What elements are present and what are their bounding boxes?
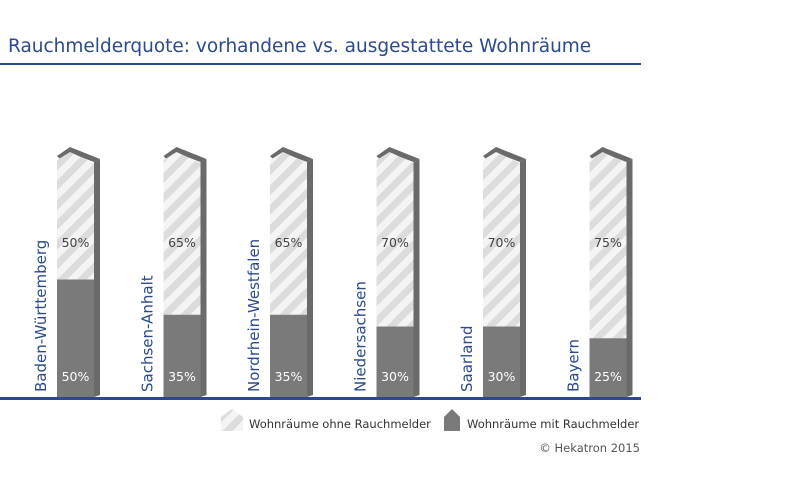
value-label-ohne-2: 65% <box>168 235 196 250</box>
bar-segment-ohne-5 <box>483 152 520 327</box>
legend-item-ohne: Wohnräume ohne Rauchmelder <box>221 409 431 431</box>
legend: Wohnräume ohne Rauchmelder Wohnräume mit… <box>221 409 639 431</box>
value-label-mit-2: 35% <box>168 369 196 384</box>
bar-segment-mit-3 <box>270 314 307 397</box>
bar-segment-ohne-1 <box>57 152 94 280</box>
value-label-mit-4: 30% <box>381 369 409 384</box>
bar-side-3 <box>307 159 313 397</box>
value-label-mit-3: 35% <box>275 369 303 384</box>
bar-side-5 <box>520 159 526 397</box>
category-label-3: Nordrhein-Westfalen <box>245 239 263 392</box>
value-label-ohne-6: 75% <box>594 235 622 250</box>
legend-label-ohne: Wohnräume ohne Rauchmelder <box>249 417 431 431</box>
category-label-2: Sachsen-Anhalt <box>139 275 157 392</box>
bar-segment-ohne-3 <box>270 152 307 315</box>
bar-segment-ohne-4 <box>376 152 414 327</box>
category-label-5: Saarland <box>458 326 476 392</box>
bar-3: 65% 35% Nordrhein-Westfalen <box>245 147 313 397</box>
value-label-mit-1: 50% <box>62 369 90 384</box>
bar-segment-mit-2 <box>163 314 201 397</box>
bar-1: 50% 50% Baden-Württemberg <box>32 147 100 397</box>
bar-5: 70% 30% Saarland <box>458 147 526 397</box>
value-label-ohne-5: 70% <box>488 235 516 250</box>
value-label-ohne-4: 70% <box>381 235 409 250</box>
value-label-ohne-1: 50% <box>62 235 90 250</box>
bar-side-2 <box>200 159 207 397</box>
value-label-mit-6: 25% <box>594 369 622 384</box>
bar-side-4 <box>413 159 420 397</box>
category-label-1: Baden-Württemberg <box>32 240 50 392</box>
legend-item-mit: Wohnräume mit Rauchmelder <box>444 409 639 431</box>
legend-swatch-mit <box>444 409 460 431</box>
chart-title: Rauchmelderquote: vorhandene vs. ausgest… <box>8 36 592 57</box>
bar-segment-ohne-2 <box>163 152 201 315</box>
chart-baseline <box>0 397 641 400</box>
source-credit: © Hekatron 2015 <box>539 441 640 455</box>
legend-label-mit: Wohnräume mit Rauchmelder <box>467 417 639 431</box>
bar-side-1 <box>94 159 100 397</box>
value-label-mit-5: 30% <box>488 369 516 384</box>
bar-segment-mit-1 <box>57 279 94 397</box>
bar-segment-mit-5 <box>483 326 520 397</box>
legend-swatch-ohne <box>221 409 243 431</box>
title-rule <box>0 63 641 65</box>
value-label-ohne-3: 65% <box>275 235 303 250</box>
bar-2: 65% 35% Sachsen-Anhalt <box>139 147 207 397</box>
category-label-4: Niedersachsen <box>352 281 370 392</box>
bars-group: 50% 50% Baden-Württemberg 65% 35% Sachsen-Anh… <box>32 147 633 397</box>
bar-segment-ohne-6 <box>589 152 627 339</box>
bar-segment-mit-4 <box>376 326 414 397</box>
category-label-6: Bayern <box>565 339 583 392</box>
bar-4: 70% 30% Niedersachsen <box>352 147 420 397</box>
bar-segment-mit-6 <box>589 338 627 397</box>
bar-side-6 <box>626 159 633 397</box>
bar-6: 75% 25% Bayern <box>565 147 633 397</box>
